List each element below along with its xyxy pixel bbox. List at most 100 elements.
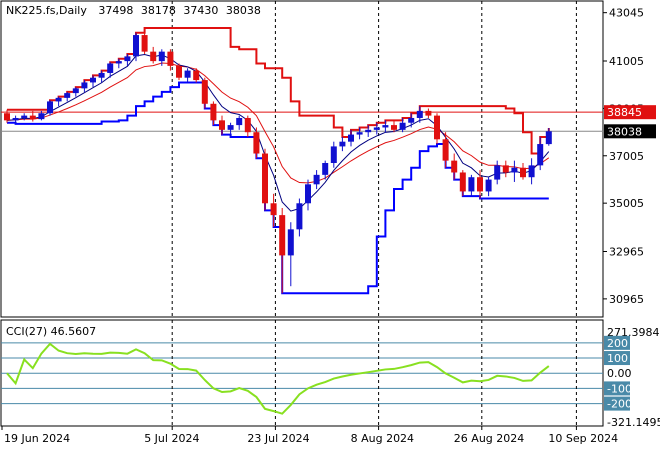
candle-body (537, 144, 544, 166)
candle-body (279, 215, 286, 256)
current-price-tag: 38038 (604, 124, 656, 138)
candle-body (545, 131, 552, 145)
time-tick-label: 19 Jun 2024 (4, 432, 70, 445)
high-value: 38178 (141, 4, 176, 17)
candle-body (391, 125, 397, 130)
candle-body (124, 56, 131, 62)
candle-body (176, 65, 182, 78)
candle-body (210, 103, 217, 121)
candle-body (262, 153, 268, 204)
candle-body (29, 115, 36, 120)
symbol-label: NK225.fs,Daily (6, 4, 87, 17)
candle-body (227, 125, 234, 130)
cci-tick-label: -200 (607, 398, 632, 411)
time-axis: 19 Jun 2024 5 Jul 2024 23 Jul 2024 8 Aug 20… (1, 426, 618, 445)
cci-series (6, 342, 550, 415)
candle-body (72, 88, 79, 94)
candle-body (485, 179, 492, 192)
candle-body (296, 203, 303, 230)
candle-body (201, 80, 208, 104)
candle-body (425, 110, 432, 116)
candle-body (47, 101, 53, 114)
open-value: 37498 (98, 4, 133, 17)
svg-text:38038: 38038 (607, 125, 642, 138)
price-tick-label: 43045 (609, 7, 644, 20)
cci-grid (1, 342, 603, 405)
candle-body (90, 77, 96, 83)
candle-body (150, 51, 157, 62)
candle-body (442, 139, 449, 161)
time-tick-label: 10 Sep 2024 (548, 432, 618, 445)
candle-body (451, 160, 458, 173)
candle-body (520, 167, 526, 178)
time-tick-label: 5 Jul 2024 (144, 432, 199, 445)
candle-body (408, 117, 415, 123)
candle-body (373, 127, 380, 130)
candle-body (184, 70, 191, 78)
time-tick-label: 26 Aug 2024 (454, 432, 524, 445)
resistance-price-tag: 38845 (604, 105, 656, 120)
candle-body (55, 97, 62, 102)
candle-body (339, 141, 346, 147)
price-tick-label: 41005 (609, 55, 644, 68)
cci-level-tag (604, 335, 630, 350)
candle-body (356, 132, 363, 135)
candle-body (244, 117, 251, 133)
candle-body (459, 172, 466, 192)
candle-body (38, 113, 45, 120)
candle-body (322, 163, 329, 175)
candle-body (305, 184, 311, 204)
cci-level-tag (604, 351, 630, 366)
candle-body (158, 51, 165, 62)
candle-body (330, 146, 337, 163)
candle-body (236, 117, 243, 126)
candle-body (348, 134, 354, 142)
price-tick-label: 37005 (609, 150, 644, 163)
candle-body (502, 165, 509, 173)
candle-body (193, 70, 200, 81)
candle-body (468, 177, 475, 192)
fast-moving-average (6, 53, 550, 212)
vertical-grid (171, 1, 577, 426)
price-tick-label: 35005 (609, 197, 644, 210)
cci-tick-label: -100 (607, 382, 632, 395)
time-tick-label: 8 Aug 2024 (351, 432, 414, 445)
candle-body (115, 61, 122, 64)
candle-body (64, 93, 71, 98)
cci-tick-label: 271.3984 (607, 326, 660, 339)
candle-body (107, 63, 114, 73)
candle-body (528, 165, 535, 178)
candle-body (313, 174, 320, 185)
price-tick-label: 30965 (609, 293, 644, 306)
candle-body (477, 177, 483, 192)
candle-body (434, 115, 440, 140)
cci-tick-label: 100 (607, 352, 628, 365)
candle-body (253, 132, 260, 154)
candle-body (81, 82, 88, 89)
candle-body (270, 203, 277, 216)
price-panel-frame (0, 0, 604, 318)
candle-body (167, 51, 174, 66)
chart-header: NK225.fs,Daily 37498 38178 37430 38038 (6, 4, 261, 17)
cci-level-tag (604, 381, 630, 396)
candle-body (365, 129, 372, 133)
cci-tick-label: -321.1495 (607, 416, 660, 429)
cci-label: CCI(27) 46.5607 (6, 325, 96, 338)
candle-body (511, 167, 518, 173)
candle-body (21, 115, 28, 118)
candle-body (4, 113, 10, 121)
candle-body (133, 35, 139, 57)
candle-body (141, 35, 148, 52)
cci-line (6, 342, 550, 415)
candlesticks (4, 27, 552, 294)
candle-body (382, 125, 389, 128)
price-tick-label: 32965 (609, 245, 644, 258)
candle-body (12, 117, 19, 121)
low-value: 37430 (183, 4, 218, 17)
cci-tick-label: 0.00 (607, 367, 632, 380)
slow-moving-average (6, 62, 550, 184)
candle-body (494, 165, 501, 180)
